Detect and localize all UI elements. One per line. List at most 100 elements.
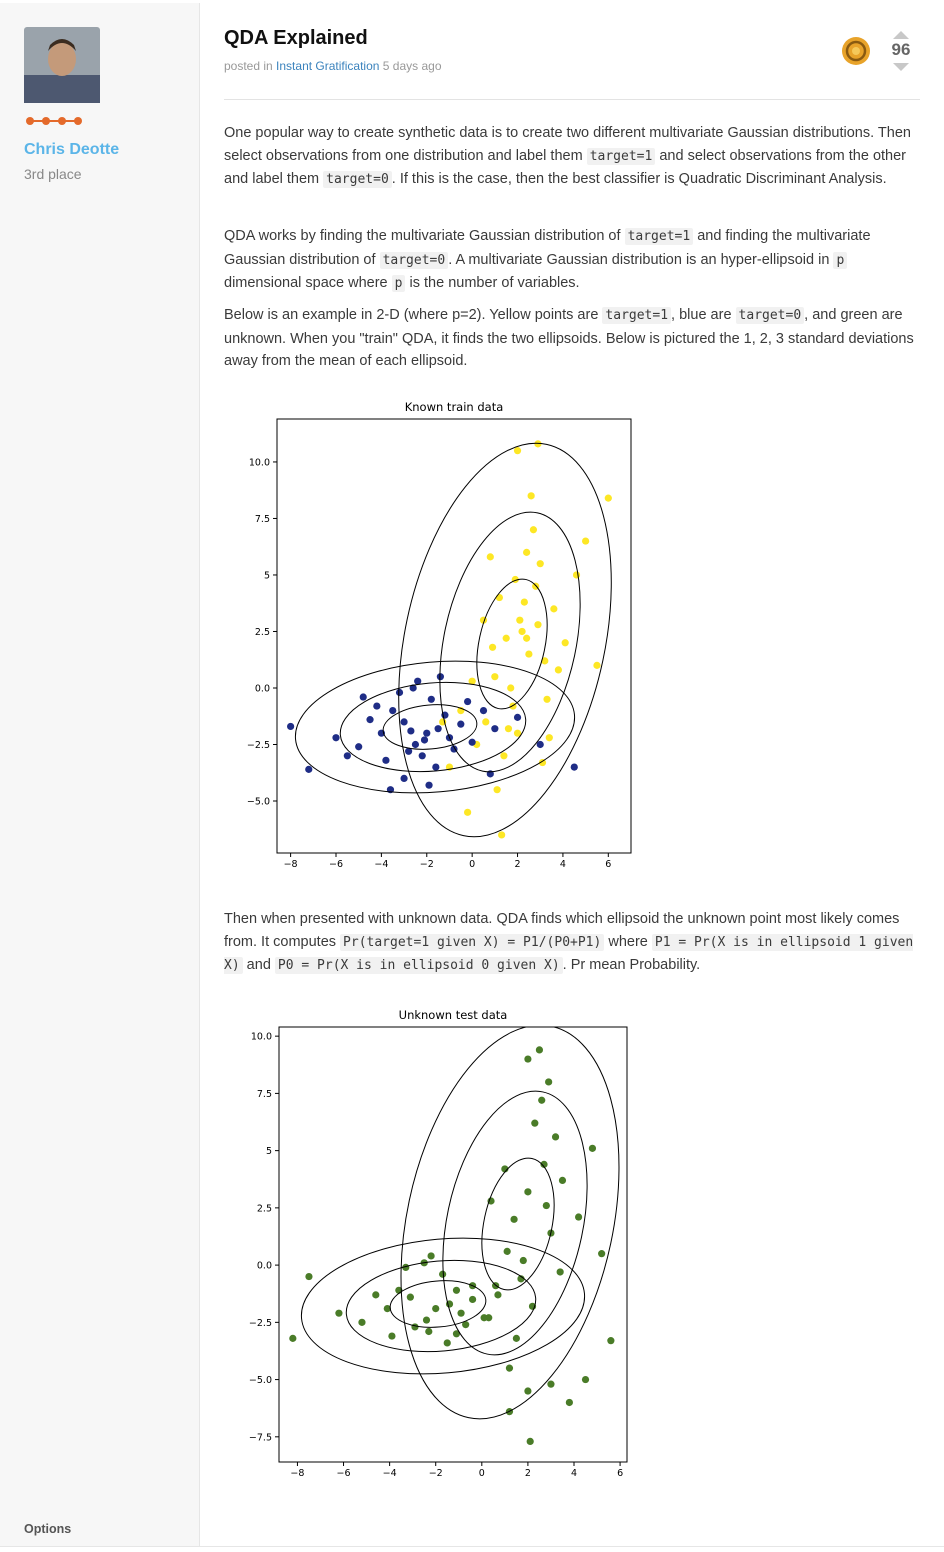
paragraph: Then when presented with unknown data. Q… <box>224 908 918 978</box>
y-tick-label: 10.0 <box>249 457 270 468</box>
point <box>395 688 404 697</box>
point <box>545 1078 553 1086</box>
x-tick-label: 4 <box>571 1468 577 1479</box>
point <box>507 684 515 692</box>
point <box>479 706 488 715</box>
x-tick-label: 2 <box>515 859 521 870</box>
point <box>335 1309 343 1317</box>
divider <box>224 99 920 100</box>
point <box>457 720 465 728</box>
point <box>414 677 422 685</box>
text: and <box>242 957 275 974</box>
point <box>452 1286 461 1294</box>
point <box>529 526 538 534</box>
point <box>540 1160 548 1168</box>
plot-area <box>289 1027 620 1445</box>
point <box>554 666 562 674</box>
x-tick-label: 0 <box>479 1468 485 1479</box>
point <box>534 440 542 448</box>
point <box>432 763 440 771</box>
point <box>565 1398 573 1407</box>
tier-dots <box>26 117 82 125</box>
point <box>407 727 415 735</box>
point <box>598 1250 606 1258</box>
options[interactable]: Options <box>24 1522 72 1536</box>
point <box>343 752 351 760</box>
point <box>389 706 397 715</box>
point <box>305 1272 313 1281</box>
point <box>604 494 612 502</box>
inline-code: target=1 <box>624 228 694 245</box>
point <box>411 740 420 749</box>
y-tick-label: 0.0 <box>255 683 270 694</box>
point <box>517 1275 525 1283</box>
point <box>535 1046 544 1054</box>
point <box>498 831 506 839</box>
medal <box>842 37 870 65</box>
point <box>443 1339 451 1347</box>
point <box>513 713 522 721</box>
point <box>536 560 544 568</box>
point <box>468 738 476 746</box>
point <box>355 743 363 751</box>
point <box>572 571 581 579</box>
x-tick-label: −6 <box>337 1468 351 1479</box>
point <box>531 1119 539 1127</box>
point <box>305 765 313 773</box>
point <box>519 1256 527 1265</box>
scatter-chart: Known train data −8 −6 −4 −2 0 2 4 6 −5.0 −2.5 0.0 2… <box>247 400 632 870</box>
x-tick-label: −4 <box>383 1468 397 1479</box>
point <box>551 1133 560 1141</box>
inline-code: target=0 <box>323 171 392 189</box>
point <box>607 1337 615 1345</box>
paragraph: QDA works by finding the multivariate Ga… <box>224 225 918 296</box>
point <box>494 1291 502 1299</box>
inline-code: p <box>391 275 406 293</box>
plot-frame <box>278 1026 628 1463</box>
point <box>486 553 494 561</box>
point <box>418 752 426 760</box>
text: . A multivariate Gaussian distribution i… <box>448 251 834 268</box>
point <box>359 693 367 701</box>
x-tick-label: −8 <box>290 1468 304 1479</box>
point <box>332 734 340 742</box>
point <box>422 1316 431 1324</box>
point <box>482 718 490 726</box>
text: , blue are <box>671 307 736 323</box>
point <box>434 725 442 733</box>
sidebar: Chris Deotte 3rd place Options <box>0 3 200 1546</box>
forum-link[interactable]: Instant Gratification <box>276 59 380 73</box>
author-rank: 3rd place <box>24 166 82 182</box>
y-tick-label: 5 <box>266 1146 272 1157</box>
text: where <box>604 933 652 950</box>
y-tick-label: 2.5 <box>255 627 270 638</box>
point <box>542 1201 550 1210</box>
x-tick-label: 2 <box>525 1468 531 1479</box>
point <box>504 725 513 733</box>
x-tick-label: −6 <box>329 859 343 870</box>
upvote[interactable] <box>893 31 909 39</box>
y-tick-label: −2.5 <box>249 1318 272 1329</box>
point <box>400 718 408 726</box>
point <box>488 643 497 651</box>
author-name[interactable]: Chris Deotte <box>24 141 120 158</box>
downvote[interactable] <box>893 63 909 71</box>
inline-code: target=1 <box>602 307 672 324</box>
point <box>570 763 578 771</box>
text: QDA works by finding the multivariate Ga… <box>224 228 625 244</box>
point <box>420 736 429 744</box>
point <box>525 650 533 658</box>
point <box>558 1176 567 1184</box>
y-tick-label: 2.5 <box>257 1203 272 1214</box>
point <box>468 677 476 685</box>
y-tick-label: −5.0 <box>247 797 270 808</box>
x-tick-label: −8 <box>284 859 298 870</box>
y-tick-label: 7.5 <box>255 514 270 525</box>
avatar[interactable] <box>24 27 100 103</box>
point <box>545 734 553 742</box>
point <box>372 1291 380 1299</box>
x-tick-label: 6 <box>617 1468 623 1479</box>
point <box>582 537 590 545</box>
point <box>373 702 381 710</box>
